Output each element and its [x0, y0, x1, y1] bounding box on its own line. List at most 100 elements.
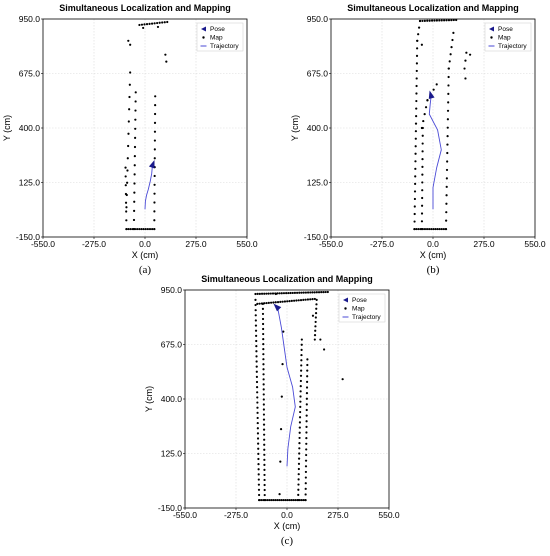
map-point — [256, 406, 259, 409]
map-point — [282, 498, 285, 502]
map-point — [257, 478, 260, 481]
map-point — [138, 227, 141, 231]
map-point — [306, 358, 309, 361]
map-point — [450, 46, 453, 49]
trajectory-line — [428, 96, 442, 210]
y-tick-label: -150.0 — [16, 232, 40, 242]
map-point — [341, 378, 344, 381]
map-point — [420, 220, 424, 223]
map-point — [256, 391, 259, 394]
map-point — [255, 339, 258, 343]
map-point — [415, 54, 419, 57]
map-point — [314, 329, 317, 332]
map-point — [255, 370, 258, 373]
map-point — [306, 291, 310, 294]
y-tick-label: 125.0 — [307, 178, 329, 188]
legend-pose-icon — [343, 297, 348, 303]
map-point — [300, 359, 303, 362]
map-point — [305, 448, 308, 451]
map-point — [290, 299, 293, 302]
map-point — [421, 181, 424, 184]
map-point — [413, 205, 416, 208]
map-point — [305, 414, 308, 417]
map-point — [313, 334, 317, 337]
map-point — [134, 109, 137, 112]
map-point — [286, 498, 289, 502]
map-point — [257, 447, 260, 450]
map-point — [306, 369, 309, 372]
map-point — [134, 127, 137, 130]
x-tick-label: -275.0 — [82, 239, 106, 249]
map-point — [276, 300, 280, 304]
map-point — [128, 95, 131, 99]
map-point — [256, 292, 259, 296]
map-point — [262, 398, 265, 401]
map-point — [305, 437, 308, 440]
x-tick-label: -275.0 — [224, 510, 248, 520]
map-point — [276, 498, 279, 502]
map-point — [125, 219, 128, 222]
y-tick-label: 400.0 — [307, 123, 329, 133]
map-point — [258, 302, 261, 305]
x-tick-label: -550.0 — [319, 239, 343, 249]
map-point — [153, 22, 156, 25]
legend-trajectory-label: Trajectory — [498, 43, 527, 50]
map-point — [256, 432, 260, 435]
map-point — [299, 390, 302, 393]
map-point — [128, 108, 131, 111]
map-point — [297, 462, 301, 465]
map-point — [447, 67, 450, 70]
x-tick-label: -550.0 — [173, 510, 197, 520]
map-point — [315, 303, 318, 306]
map-point — [262, 403, 265, 406]
map-point — [314, 312, 318, 315]
map-point — [285, 292, 288, 295]
map-point — [426, 99, 429, 102]
chart-panel-a: Simultaneous Localization and Mapping -55… — [2, 3, 258, 276]
map-point — [304, 298, 307, 301]
x-axis-label: X (cm) — [420, 250, 447, 260]
map-point — [311, 298, 314, 301]
map-point — [414, 137, 417, 140]
map-point — [281, 363, 284, 366]
map-point — [415, 107, 418, 110]
map-point — [304, 493, 307, 496]
map-point — [262, 498, 265, 502]
y-tick-label: 400.0 — [19, 123, 41, 133]
map-point — [153, 139, 156, 142]
map-point — [281, 300, 284, 303]
map-point — [263, 488, 266, 492]
legend-map-label: Map — [498, 35, 511, 42]
map-point — [447, 75, 450, 79]
map-point — [262, 332, 265, 336]
map-point — [417, 33, 420, 36]
map-point — [255, 380, 259, 384]
map-point — [125, 227, 128, 231]
map-point — [430, 19, 434, 22]
map-point — [436, 227, 439, 231]
map-point — [299, 395, 302, 398]
map-point — [297, 473, 300, 476]
map-point — [261, 312, 265, 316]
map-point — [428, 19, 431, 22]
map-point — [153, 112, 157, 116]
map-point — [257, 442, 260, 445]
legend-map-icon — [202, 36, 205, 39]
map-point — [291, 291, 294, 295]
map-point — [304, 476, 307, 479]
map-point — [261, 322, 265, 326]
map-point — [153, 219, 156, 222]
map-point — [300, 498, 303, 502]
map-point — [262, 358, 265, 361]
map-point — [257, 488, 261, 491]
map-point — [446, 135, 449, 138]
map-point — [263, 438, 266, 441]
map-point — [297, 467, 300, 471]
map-point — [297, 457, 301, 460]
map-point — [263, 433, 266, 436]
map-point — [161, 21, 164, 24]
map-point — [324, 290, 327, 294]
map-point — [263, 443, 266, 446]
map-point — [254, 309, 257, 312]
map-point — [432, 88, 435, 91]
